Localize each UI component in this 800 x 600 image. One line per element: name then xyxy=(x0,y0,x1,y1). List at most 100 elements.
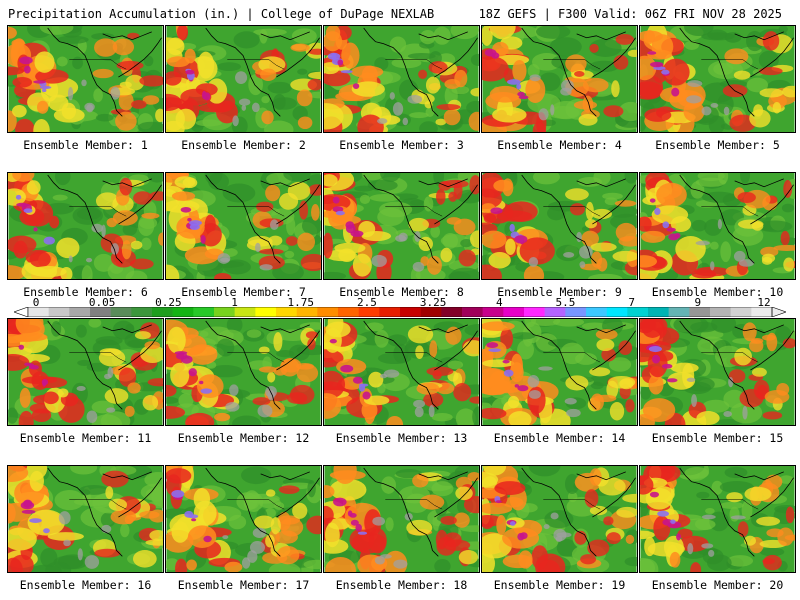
precip-field-patch xyxy=(208,364,243,378)
precip-field-patch xyxy=(149,191,163,201)
precip-field-patch xyxy=(726,492,743,503)
precip-field-patch xyxy=(756,516,781,526)
ensemble-member-panel[interactable]: Ensemble Member: 12 xyxy=(165,318,322,451)
precip-field-patch xyxy=(454,69,468,88)
colorbar-segment xyxy=(69,307,91,317)
precip-field-patch xyxy=(324,522,340,548)
precip-field-patch xyxy=(110,86,121,100)
ensemble-member-panel[interactable]: Ensemble Member: 3 xyxy=(323,25,480,158)
colorbar-segment xyxy=(48,307,70,317)
ensemble-member-panel[interactable]: Ensemble Member: 10 xyxy=(639,172,796,305)
precip-field-patch xyxy=(719,481,754,494)
ensemble-member-panel[interactable]: Ensemble Member: 18 xyxy=(323,465,480,598)
precip-field-patch xyxy=(512,59,527,82)
precip-field-patch xyxy=(496,514,507,536)
page-title: Precipitation Accumulation (in.) | Colle… xyxy=(8,7,435,21)
precip-field-patch xyxy=(324,174,338,187)
precip-field-patch xyxy=(166,384,177,397)
precip-field-patch xyxy=(431,413,453,422)
ensemble-member-panel[interactable]: Ensemble Member: 11 xyxy=(7,318,164,451)
ensemble-member-panel[interactable]: Ensemble Member: 16 xyxy=(7,465,164,598)
precip-field-patch xyxy=(737,521,749,538)
ensemble-member-panel[interactable]: Ensemble Member: 14 xyxy=(481,318,638,451)
ensemble-member-panel[interactable]: Ensemble Member: 5 xyxy=(639,25,796,158)
precip-field-patch xyxy=(372,516,386,526)
ensemble-member-panel[interactable]: Ensemble Member: 19 xyxy=(481,465,638,598)
precip-field-patch xyxy=(510,353,523,379)
precip-field-patch xyxy=(49,215,60,229)
precip-field-patch xyxy=(740,173,751,184)
precip-field-patch xyxy=(489,26,516,40)
precip-field-patch xyxy=(383,369,400,378)
precip-field-patch xyxy=(236,492,258,511)
precip-field-patch xyxy=(785,506,795,524)
precip-field-patch xyxy=(166,56,190,68)
precip-field-patch xyxy=(81,265,93,279)
precip-field-patch xyxy=(52,194,68,201)
precip-field-patch xyxy=(265,534,275,548)
colorbar-tick-label: 4 xyxy=(495,296,503,309)
colorbar-segment xyxy=(627,307,649,317)
precip-field-patch xyxy=(324,370,346,399)
precip-field-patch xyxy=(277,511,291,531)
precip-field-patch xyxy=(783,180,793,198)
precip-field-patch xyxy=(228,514,247,530)
precip-field-patch xyxy=(104,388,129,404)
precip-field-patch xyxy=(23,208,33,214)
ensemble-member-panel[interactable]: Ensemble Member: 4 xyxy=(481,25,638,158)
precip-field-patch xyxy=(91,414,123,425)
precip-field-patch xyxy=(536,26,571,39)
ensemble-member-panel[interactable]: Ensemble Member: 15 xyxy=(639,318,796,451)
precip-field-patch xyxy=(171,191,196,201)
precip-field-patch xyxy=(300,253,321,272)
precip-field-patch xyxy=(8,265,26,279)
precip-field-patch xyxy=(79,484,109,495)
precip-field-patch xyxy=(528,466,561,477)
precip-field-patch xyxy=(269,219,279,231)
precip-field-patch xyxy=(469,396,479,404)
precip-field-patch xyxy=(93,253,114,272)
precip-field-patch xyxy=(727,555,754,567)
precip-field-patch xyxy=(502,359,510,364)
precip-field-patch xyxy=(762,558,775,565)
ensemble-member-panel[interactable]: Ensemble Member: 17 xyxy=(165,465,322,598)
precip-field-patch xyxy=(670,519,676,524)
ensemble-member-panel[interactable]: Ensemble Member: 1 xyxy=(7,25,164,158)
precip-field-patch xyxy=(188,344,218,365)
precip-field-patch xyxy=(649,491,659,498)
ensemble-member-label: Ensemble Member: 12 xyxy=(177,431,310,445)
precip-field-patch xyxy=(662,221,670,229)
precip-field-patch xyxy=(188,368,197,377)
coastline xyxy=(521,27,636,117)
precip-field-patch xyxy=(196,374,224,398)
ensemble-member-panel[interactable]: Ensemble Member: 6 xyxy=(7,172,164,305)
ensemble-member-panel[interactable]: Ensemble Member: 7 xyxy=(165,172,322,305)
precip-field-patch xyxy=(329,338,337,344)
precip-field-patch xyxy=(449,267,479,279)
precip-field-patch xyxy=(564,398,577,405)
precip-field-patch xyxy=(340,70,353,74)
ensemble-member-panel[interactable]: Ensemble Member: 8 xyxy=(323,172,480,305)
precip-field-patch xyxy=(507,79,521,85)
border-line xyxy=(69,352,127,363)
precip-field-patch xyxy=(63,539,71,547)
precip-field-patch xyxy=(222,183,256,203)
ensemble-member-panel[interactable]: Ensemble Member: 13 xyxy=(323,318,480,451)
precip-field-patch xyxy=(241,104,247,111)
coastline xyxy=(679,320,794,410)
precip-field-patch xyxy=(118,367,137,387)
precip-field-patch xyxy=(19,387,31,408)
precip-field-patch xyxy=(407,94,423,104)
precip-field-patch xyxy=(252,527,267,538)
precip-field-patch xyxy=(261,95,270,104)
precip-field-patch xyxy=(565,54,587,73)
precip-field-patch xyxy=(33,80,47,84)
precip-field-patch xyxy=(538,366,553,371)
ensemble-member-panel[interactable]: Ensemble Member: 20 xyxy=(639,465,796,598)
ensemble-member-panel[interactable]: Ensemble Member: 9 xyxy=(481,172,638,305)
precip-field-patch xyxy=(385,517,394,532)
colorbar-tick-label: 1.75 xyxy=(287,296,314,309)
ensemble-member-label: Ensemble Member: 3 xyxy=(339,138,464,152)
precip-field-patch xyxy=(728,377,734,388)
ensemble-member-panel[interactable]: Ensemble Member: 2 xyxy=(165,25,322,158)
